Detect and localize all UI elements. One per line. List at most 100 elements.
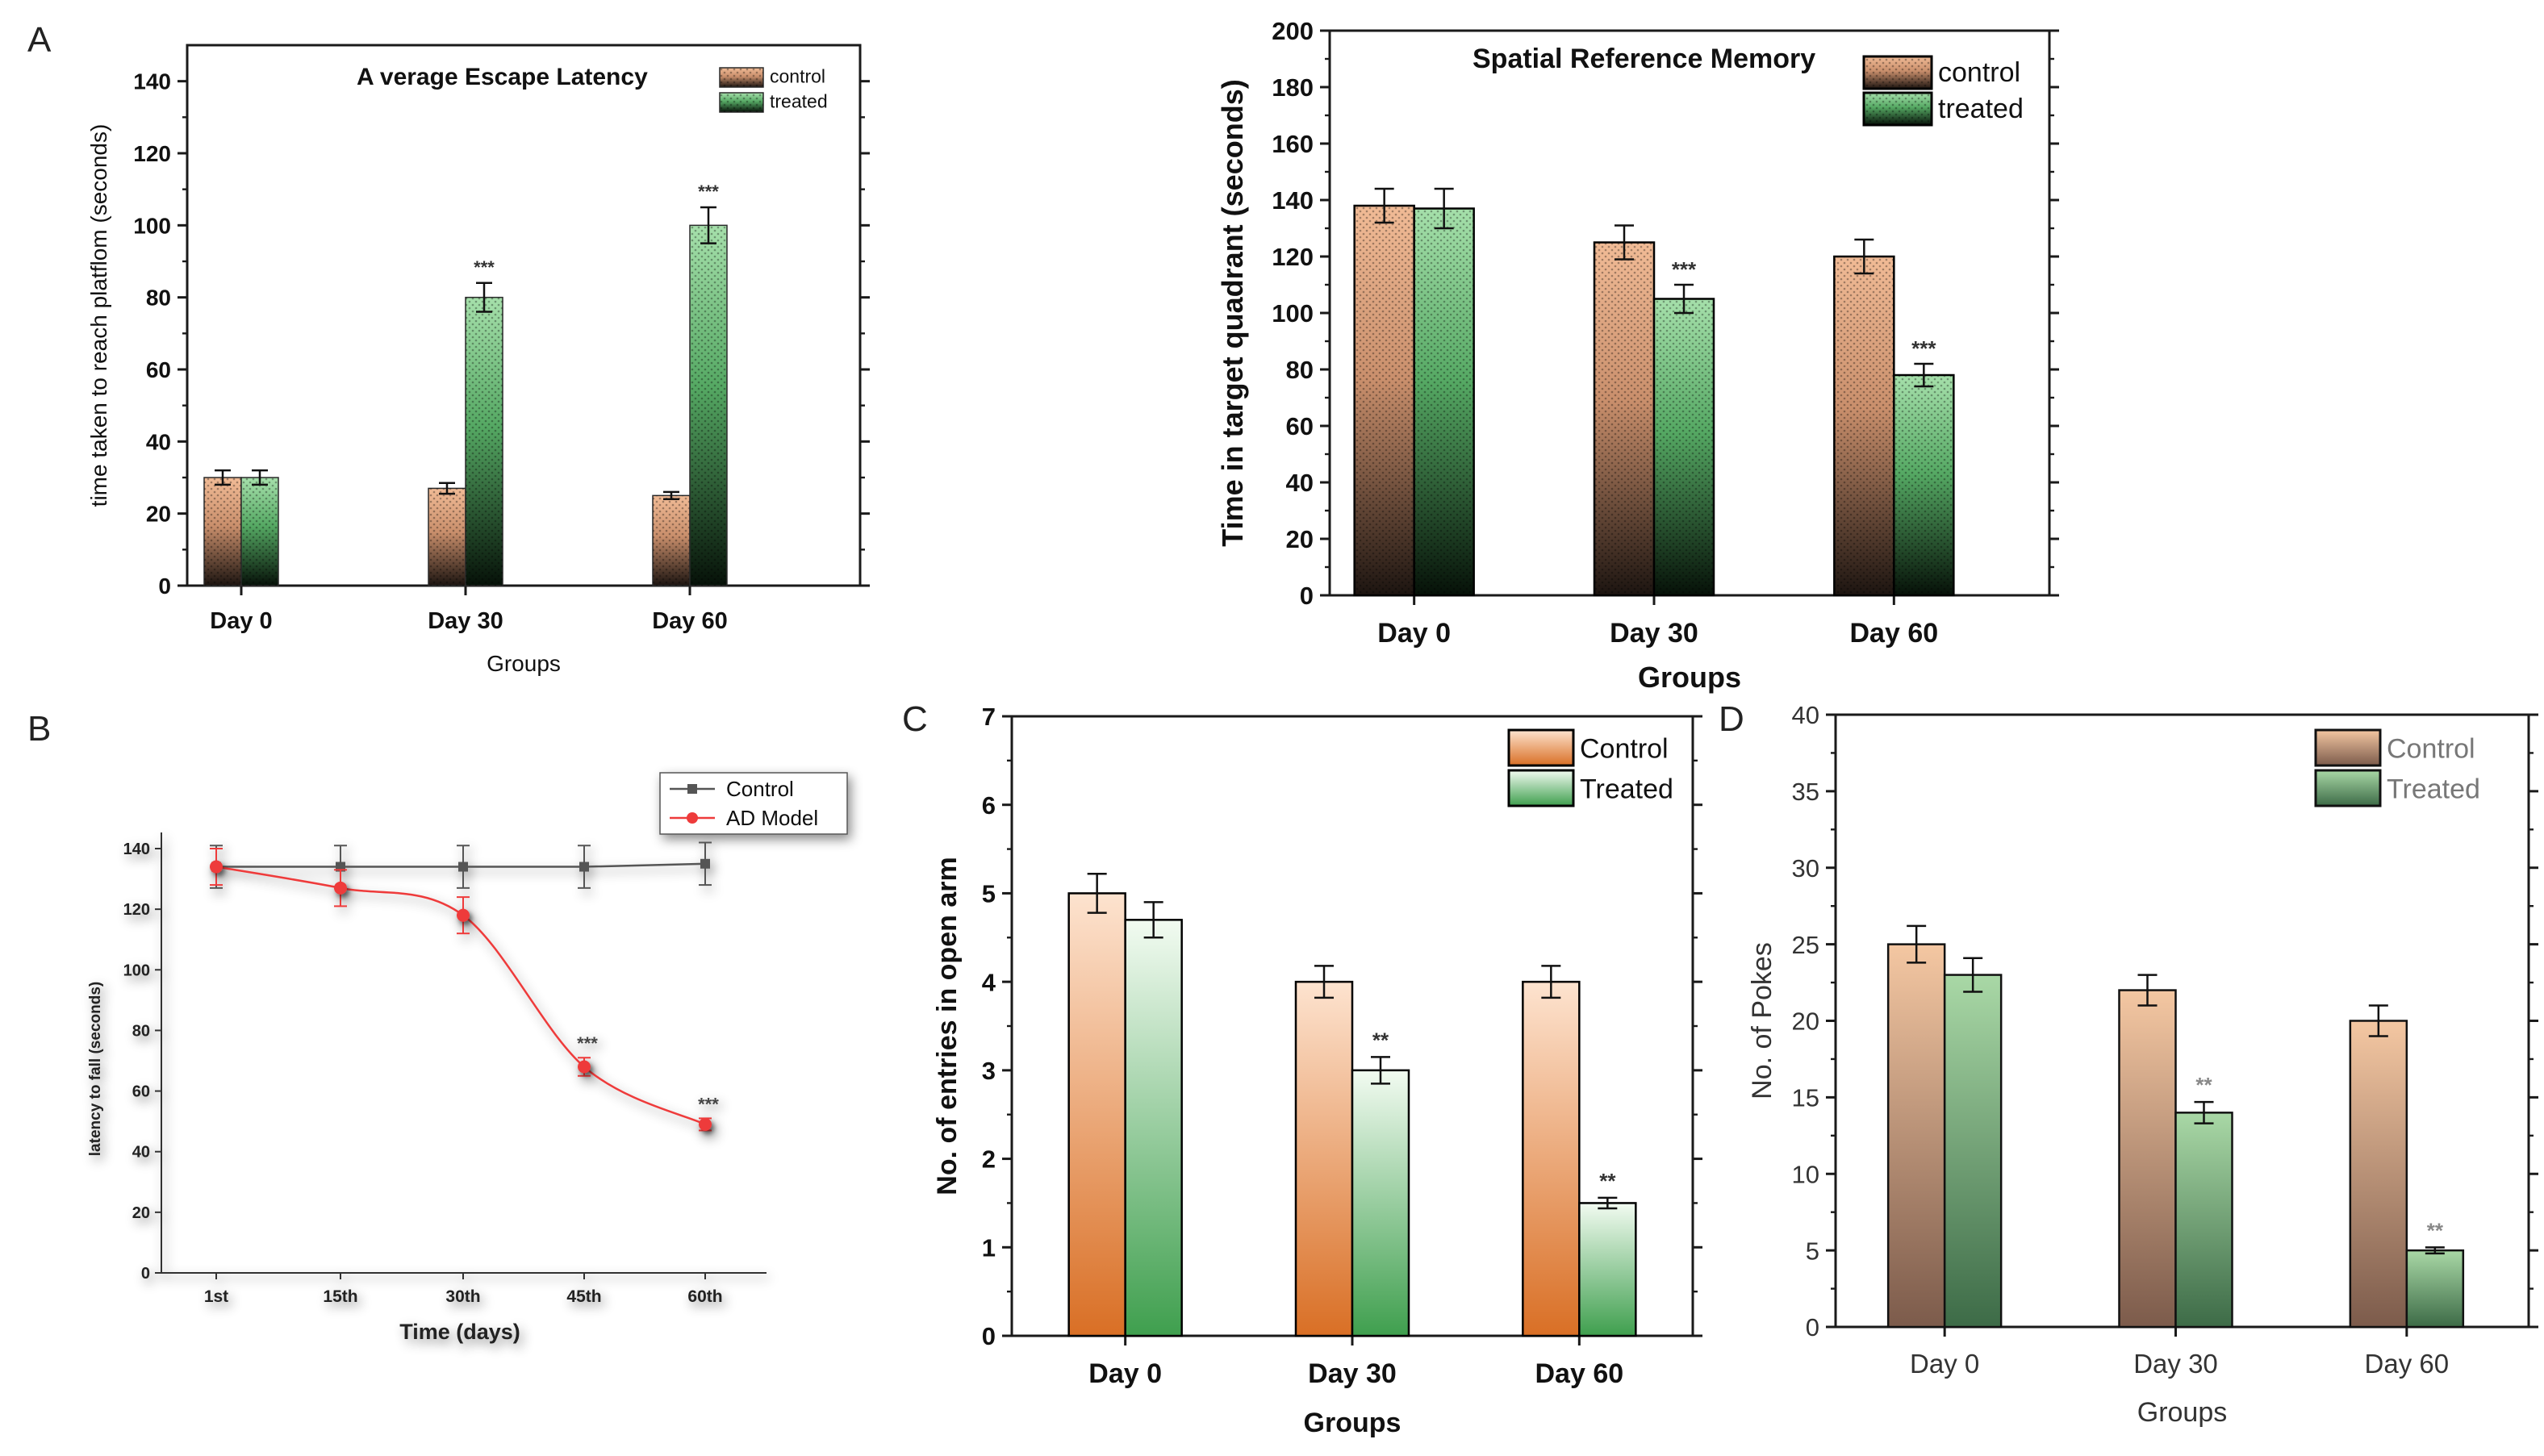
point-ad-model	[578, 1060, 591, 1074]
y-tick-label: 3	[982, 1057, 996, 1085]
x-axis-label: Groups	[487, 651, 561, 676]
significance-label: **	[2195, 1073, 2212, 1097]
legend-label: control	[770, 66, 825, 87]
series-line-ad-model	[215, 866, 706, 1126]
x-axis-label: Groups	[2137, 1397, 2228, 1428]
y-tick-label: 20	[1286, 525, 1314, 553]
y-tick-label: 7	[982, 703, 996, 731]
x-tick-label: Day 30	[1610, 618, 1698, 649]
x-tick-label: 1st	[204, 1287, 228, 1306]
x-tick-label: Day 60	[652, 608, 728, 634]
bar-texture	[1414, 208, 1474, 595]
y-tick-label: 30	[1792, 854, 1819, 882]
y-tick-label: 20	[1792, 1008, 1819, 1036]
bar-texture	[241, 478, 278, 586]
y-tick-label: 35	[1792, 778, 1819, 806]
x-axis-label: Groups	[1304, 1408, 1401, 1438]
x-tick-label: Day 30	[428, 608, 503, 634]
x-tick-label: Day 0	[1377, 618, 1451, 649]
y-tick-label: 200	[1272, 17, 1314, 45]
legend-label: Treated	[1580, 774, 1673, 804]
y-tick-label: 0	[1806, 1313, 1819, 1341]
point-control	[458, 862, 468, 872]
significance-label: ***	[1911, 336, 1936, 361]
bar-control	[1886, 943, 1946, 1329]
x-tick-label: Day 60	[1850, 618, 1939, 649]
legend-swatch-texture	[720, 93, 763, 112]
x-tick-label: 15th	[323, 1287, 357, 1306]
bar-control	[1067, 892, 1126, 1337]
x-tick-label: Day 60	[1535, 1358, 1624, 1389]
bar-treated	[1578, 1202, 1637, 1337]
chart-title: A verage Escape Latency	[357, 64, 648, 90]
significance-label: ***	[577, 1033, 598, 1053]
bar-treated	[1943, 974, 2003, 1329]
y-tick-label: 100	[133, 213, 171, 238]
legend-label: Control	[1580, 733, 1669, 764]
legend-label: AD Model	[726, 806, 818, 830]
legend-swatch-texture	[720, 68, 763, 87]
x-axis-label: Groups	[1638, 661, 1741, 694]
y-axis-label: No. of entries in open arm	[932, 857, 963, 1195]
bar-treated	[1124, 919, 1183, 1337]
significance-label: **	[1372, 1028, 1389, 1052]
legend-swatch-texture	[1864, 56, 1932, 89]
y-tick-label: 4	[982, 968, 996, 996]
significance-label: **	[1599, 1169, 1616, 1193]
bar-control	[2349, 1020, 2408, 1329]
legend-label: treated	[770, 91, 828, 112]
bar-texture	[428, 488, 466, 586]
x-tick-label: Day 30	[1308, 1358, 1397, 1389]
y-tick-label: 10	[1792, 1160, 1819, 1188]
chart-title: Spatial Reference Memory	[1473, 44, 1815, 74]
chart-spatial-reference-memory: 0 20 40 60 80 100 120 140 160 180 200 Day 0 Day 30 Da…	[1216, 17, 2059, 694]
bar-control	[2118, 989, 2177, 1329]
panel-letter-a: A	[27, 20, 52, 60]
y-tick-label: 140	[1272, 186, 1314, 215]
bar-control	[1522, 980, 1581, 1337]
y-tick-label: 120	[133, 141, 171, 166]
legend-label: Control	[2387, 733, 2475, 764]
y-tick-label: 60	[146, 357, 171, 382]
panel-letter-b: B	[27, 709, 51, 749]
x-axis-label: Time (days)	[399, 1320, 520, 1344]
legend-swatch	[2314, 728, 2382, 767]
bar-treated	[2174, 1112, 2233, 1329]
x-tick-label: Day 0	[210, 608, 272, 634]
y-axis-label: latency to fall (seconds)	[87, 982, 104, 1156]
bar-texture	[1354, 206, 1414, 595]
y-tick-label: 40	[1792, 701, 1819, 729]
y-tick-label: 0	[141, 1265, 150, 1283]
significance-label: ***	[1672, 257, 1697, 282]
x-tick-label: 60th	[687, 1287, 722, 1306]
y-tick-label: 5	[1806, 1237, 1819, 1265]
y-tick-label: 6	[982, 791, 996, 820]
chart-open-arm-entries: 0 1 2 3 4 5 6 7 Day 0 Day 30 Day 60 ** ** Groups No. o…	[932, 703, 1702, 1438]
bar-treated	[1351, 1069, 1410, 1337]
legend-marker-control	[687, 784, 697, 794]
y-tick-label: 20	[132, 1204, 150, 1222]
legend-box	[659, 772, 848, 835]
y-tick-label: 60	[132, 1083, 150, 1101]
bar-texture	[1654, 298, 1714, 595]
legend-swatch	[2314, 769, 2382, 807]
legend-swatch	[1507, 728, 1575, 767]
x-tick-label: Day 30	[2133, 1349, 2218, 1379]
legend-label: treated	[1938, 94, 2024, 124]
legend-label: control	[1938, 57, 2020, 88]
bar-texture	[653, 495, 690, 586]
y-tick-label: 180	[1272, 73, 1314, 102]
x-tick-label: Day 60	[2365, 1349, 2450, 1379]
x-tick-label: Day 0	[1910, 1349, 1979, 1379]
panel-letter-d: D	[1719, 699, 1744, 739]
x-tick-label: 45th	[566, 1287, 601, 1306]
y-tick-label: 0	[158, 574, 171, 599]
bar-texture	[466, 297, 503, 586]
y-tick-label: 2	[982, 1145, 996, 1174]
y-tick-label: 1	[982, 1233, 996, 1262]
y-tick-label: 20	[146, 502, 171, 527]
y-tick-label: 100	[123, 962, 150, 979]
bar-texture	[1834, 257, 1894, 595]
chart-pokes: 0 5 10 15 20 25 30 35 40 Day 0 Day 30 Day 60 ** ** Gro…	[1747, 701, 2538, 1428]
y-tick-label: 120	[123, 901, 150, 919]
